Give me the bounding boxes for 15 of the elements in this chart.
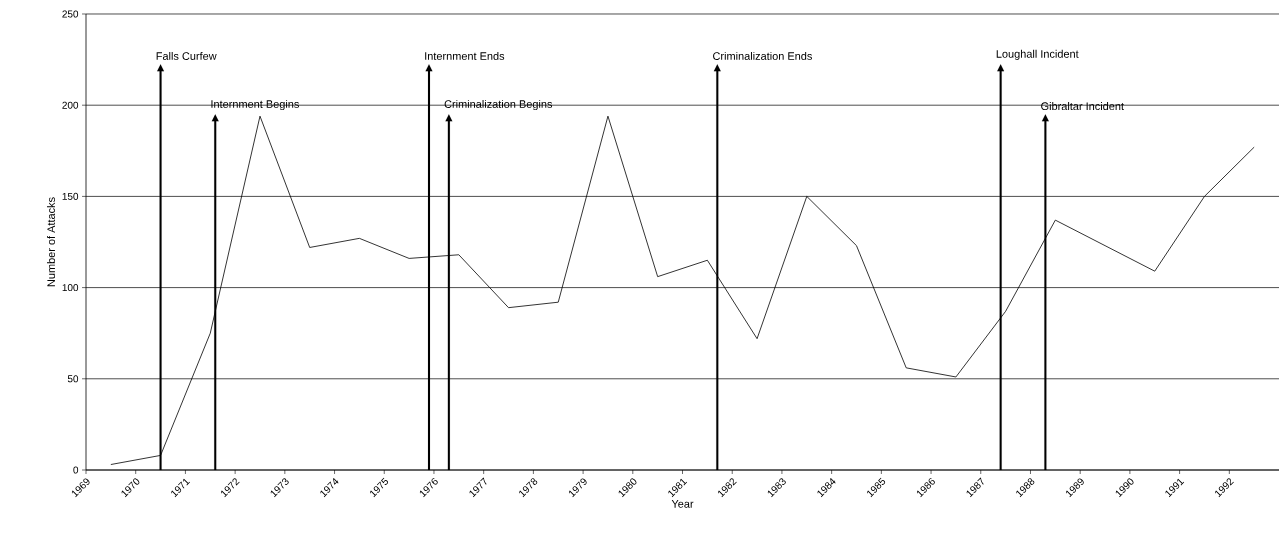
ref-line-label: Criminalization Begins	[444, 99, 553, 111]
y-tick-label: 250	[62, 10, 79, 18]
x-axis-title: Year	[671, 500, 694, 508]
y-tick-label: 200	[62, 101, 79, 109]
y-tick-label: 100	[62, 284, 79, 292]
ref-line-label: Gibraltar Incident	[1041, 102, 1124, 111]
y-tick-label: 50	[67, 375, 79, 383]
ref-line-label: Internment Ends	[425, 51, 505, 60]
ref-line-label: Falls Curfew	[156, 51, 217, 60]
y-axis-title: Number of Attacks	[46, 197, 56, 287]
y-tick-label: 0	[73, 466, 79, 474]
ref-line-label: Criminalization Ends	[713, 51, 812, 60]
y-tick-label: 150	[62, 192, 79, 200]
ref-line-label: Loughall Incident	[996, 49, 1079, 60]
ref-line-label: Internment Begins	[211, 99, 299, 111]
